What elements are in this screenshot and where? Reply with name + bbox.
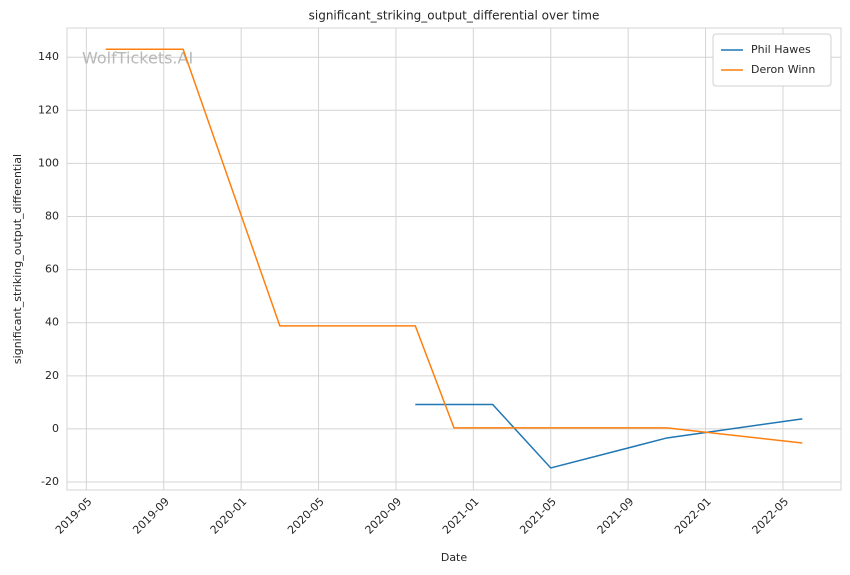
legend-label: Deron Winn	[751, 63, 815, 76]
watermark: WolfTickets.AI	[82, 49, 193, 68]
y-tick-label: 120	[38, 103, 59, 116]
x-tick-label: 2020-05	[285, 495, 327, 537]
x-tick-label: 2020-09	[362, 495, 404, 537]
x-tick-label: 2021-01	[440, 495, 482, 537]
y-tick-label: 140	[38, 50, 59, 63]
y-tick-label: 0	[52, 422, 59, 435]
plot-frame	[66, 27, 842, 491]
y-tick-label: 60	[45, 263, 59, 276]
x-tick-label: 2020-01	[208, 495, 250, 537]
y-tick-label: 40	[45, 316, 59, 329]
x-tick-label: 2021-05	[517, 495, 559, 537]
chart-title: significant_striking_output_differential…	[309, 9, 600, 23]
x-tick-label: 2022-01	[672, 495, 714, 537]
y-tick-label: 80	[45, 210, 59, 223]
y-tick-label: 20	[45, 369, 59, 382]
legend: Phil Hawes Deron Winn	[712, 33, 832, 87]
legend-box	[712, 33, 832, 87]
y-tick-label: 100	[38, 156, 59, 169]
y-tick-label: -20	[41, 475, 59, 488]
data-line	[415, 403, 803, 469]
data-line	[105, 48, 803, 444]
x-tick-label: 2021-09	[595, 495, 637, 537]
legend-label: Phil Hawes	[751, 43, 811, 56]
x-tick-label: 2019-05	[53, 495, 95, 537]
x-tick-label: 2022-05	[749, 495, 791, 537]
x-axis-label: Date	[441, 551, 468, 564]
x-tick-label: 2019-09	[130, 495, 172, 537]
y-axis-label: significant_striking_output_differential	[11, 154, 24, 364]
